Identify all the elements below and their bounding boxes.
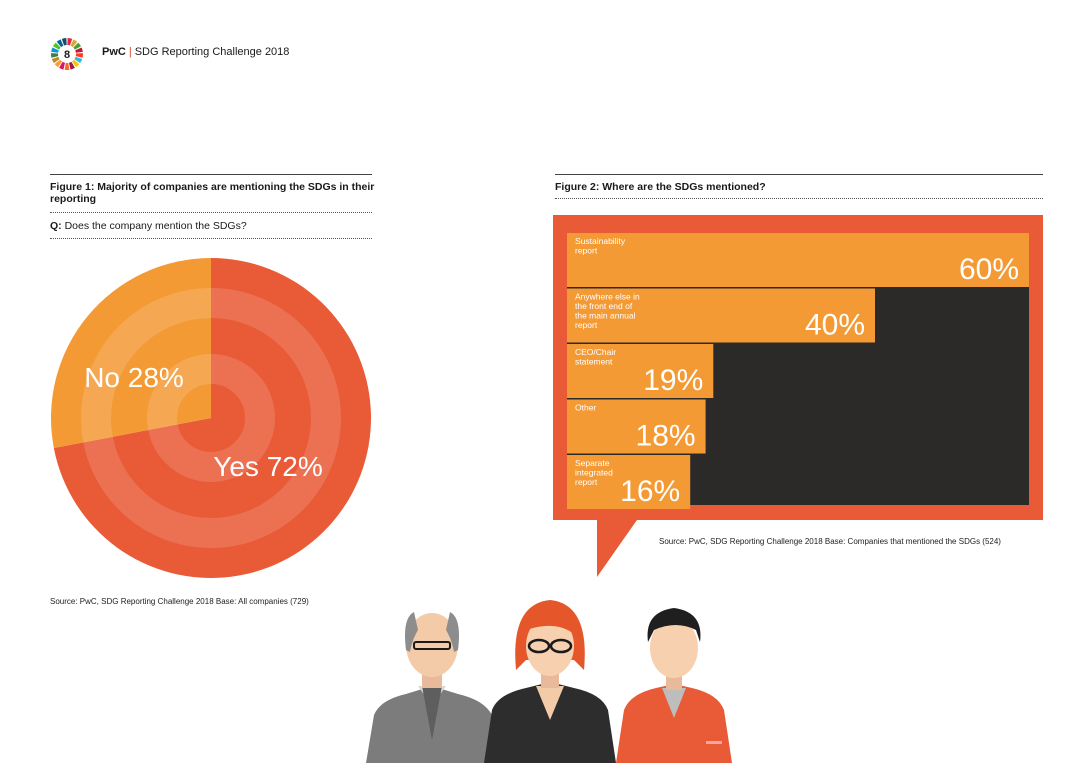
bar-3 xyxy=(567,344,714,398)
bar-category-label: Separate integrated report xyxy=(575,458,613,487)
figure1-question-divider xyxy=(50,238,372,239)
person-bald-man xyxy=(366,612,500,763)
figure1-pie-chart: No 28% Yes 72% xyxy=(50,258,371,578)
person-young-man xyxy=(616,608,732,763)
document-header: PwC | SDG Reporting Challenge 2018 xyxy=(102,46,289,58)
bar-value-label: 60% xyxy=(959,253,1019,286)
brand-name: PwC xyxy=(102,46,126,58)
pie-label-yes: Yes 72% xyxy=(213,451,323,482)
figure2-title-divider xyxy=(555,198,1043,199)
sdg-wheel-logo: 8 xyxy=(51,38,83,70)
glasses-icon xyxy=(413,641,451,650)
pie-label-no: No 28% xyxy=(84,362,184,393)
question-text: Does the company mention the SDGs? xyxy=(61,220,247,232)
figure1-title-divider xyxy=(50,212,372,213)
people-illustration xyxy=(366,600,732,763)
pie-slice-no xyxy=(50,258,211,448)
header-separator: | xyxy=(128,46,132,58)
bar-value-label: 40% xyxy=(805,309,865,342)
pie-slice-yes xyxy=(53,258,371,578)
bar-category-label: Other xyxy=(575,403,596,413)
bar-value-label: 16% xyxy=(620,475,680,508)
bar-4 xyxy=(567,399,706,454)
bar-category-label: Anywhere else in the front end of the main… xyxy=(575,292,640,331)
bar-value-label: 18% xyxy=(636,420,696,453)
pie-ring-decoration xyxy=(81,288,341,548)
page-number: 8 xyxy=(64,49,70,61)
figure2-bar-chart: Sustainability report 60% Anywhere else in t… xyxy=(553,215,1043,577)
cat-eye-glasses-icon xyxy=(527,638,573,654)
bar-1 xyxy=(567,233,1029,287)
figure2-source: Source: PwC, SDG Reporting Challenge 201… xyxy=(659,537,1001,546)
question-prefix: Q: xyxy=(50,220,62,232)
figure2-top-rule xyxy=(555,174,1043,175)
bar-value-label: 19% xyxy=(643,364,703,397)
figure1-source: Source: PwC, SDG Reporting Challenge 201… xyxy=(50,597,309,606)
person-woman xyxy=(484,600,616,763)
bar-5 xyxy=(567,455,691,509)
figure1-top-rule xyxy=(50,174,372,175)
figure2-title: Figure 2: Where are the SDGs mentioned? xyxy=(555,181,766,193)
pie-ring-decoration xyxy=(147,354,275,482)
bar-category-label: CEO/Chair statement xyxy=(575,347,616,367)
figure1-title: Figure 1: Majority of companies are ment… xyxy=(50,181,375,205)
bar-category-label: Sustainability report xyxy=(575,236,626,256)
figure1-question: Q: Does the company mention the SDGs? xyxy=(50,220,247,232)
bar-2 xyxy=(567,288,875,343)
report-title: SDG Reporting Challenge 2018 xyxy=(134,46,290,58)
